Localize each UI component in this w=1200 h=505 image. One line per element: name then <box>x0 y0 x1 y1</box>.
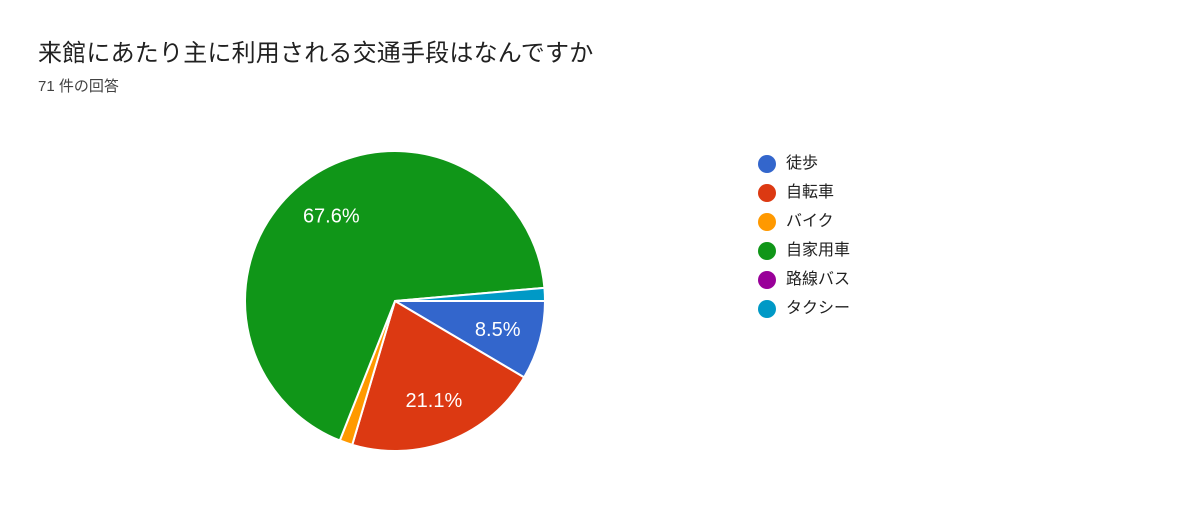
legend-dot-icon <box>758 241 776 260</box>
legend-label: タクシー <box>786 300 851 317</box>
legend-dot-icon <box>758 183 776 202</box>
legend-dot-icon <box>758 154 776 173</box>
pie-slice-taxi[interactable] <box>394 286 546 302</box>
legend-label: バイク <box>786 213 834 230</box>
response-count: 71 件の回答 <box>38 78 119 95</box>
question-title: 来館にあたり主に利用される交通手段はなんですか <box>38 40 594 67</box>
legend-item-route-bus: 路線バス <box>758 265 850 294</box>
legend-label: 自転車 <box>786 184 835 201</box>
legend-label: 路線バス <box>786 271 851 288</box>
legend-item-motorbike: バイク <box>758 207 850 236</box>
pie-slice-percentage-label: 8.5% <box>475 319 521 341</box>
legend-dot-icon <box>758 270 776 289</box>
chart-legend: 徒歩自転車バイク自家用車路線バスタクシー <box>758 149 850 323</box>
legend-item-walk: 徒歩 <box>758 149 850 178</box>
pie-chart-area: 8.5% 21.1% 67.6% <box>235 141 555 461</box>
legend-label: 徒歩 <box>786 155 819 172</box>
legend-dot-icon <box>758 212 776 231</box>
pie-slice-private-car[interactable] <box>244 150 546 442</box>
legend-label: 自家用車 <box>786 242 851 259</box>
legend-item-bicycle: 自転車 <box>758 178 850 207</box>
legend-item-private-car: 自家用車 <box>758 236 850 265</box>
pie-slice-bicycle[interactable] <box>351 300 526 452</box>
pie-slice-percentage-label: 21.1% <box>406 390 463 412</box>
pie-slice-percentage-label: 67.6% <box>303 206 360 228</box>
legend-item-taxi: タクシー <box>758 294 850 323</box>
pie-chart: 8.5% 21.1% 67.6% <box>244 150 546 452</box>
legend-dot-icon <box>758 299 776 318</box>
